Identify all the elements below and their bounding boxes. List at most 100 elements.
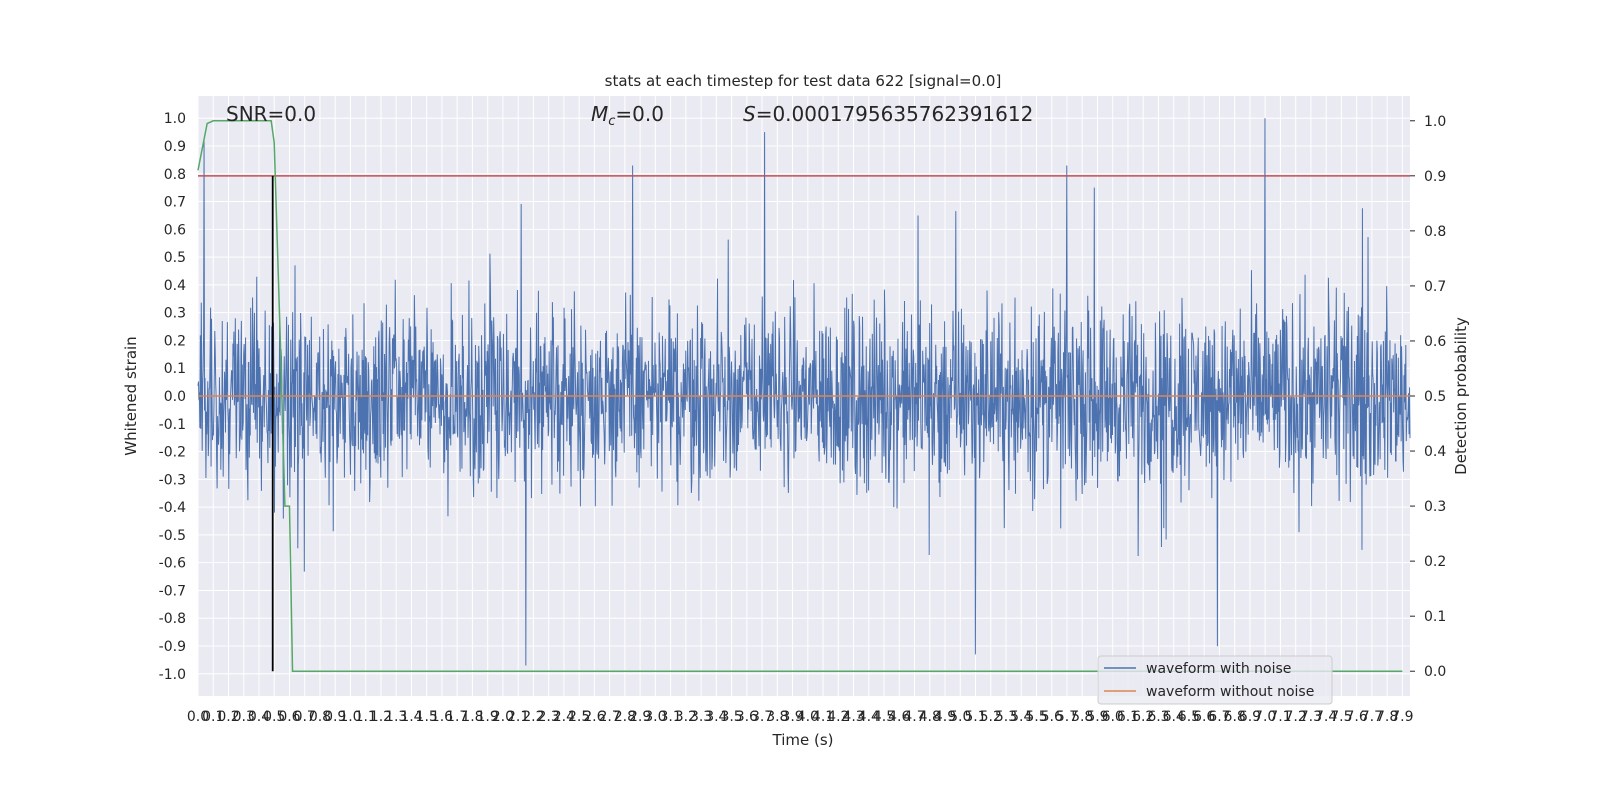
right-y-tick-label: 0.8 xyxy=(1424,224,1446,240)
left-y-tick-label: -0.3 xyxy=(159,472,186,488)
left-y-tick-label: -1.0 xyxy=(159,667,186,683)
left-y-tick-label: -0.7 xyxy=(159,583,186,599)
x-tick-label: 0.3 xyxy=(233,709,255,725)
x-tick-label: 5.3 xyxy=(995,709,1017,725)
x-tick-label: 7.1 xyxy=(1269,709,1291,725)
x-axis-ticks: 0.00.10.20.30.40.50.60.70.80.91.01.11.21… xyxy=(187,709,1414,725)
x-tick-label: 2.5 xyxy=(568,709,590,725)
x-tick-label: 0.1 xyxy=(202,709,224,725)
legend-label-noise: waveform with noise xyxy=(1146,661,1291,677)
x-tick-label: 0.0 xyxy=(187,709,209,725)
x-tick-label: 2.3 xyxy=(538,709,560,725)
right-y-tick-label: 0.7 xyxy=(1424,279,1446,295)
x-tick-label: 5.9 xyxy=(1086,709,1108,725)
x-tick-label: 7.9 xyxy=(1391,709,1413,725)
left-y-tick-label: 0.9 xyxy=(164,139,186,155)
x-tick-label: 7.6 xyxy=(1346,709,1368,725)
x-tick-label: 1.5 xyxy=(416,709,438,725)
legend: waveform with noise waveform without noi… xyxy=(1097,655,1333,705)
x-tick-label: 5.0 xyxy=(949,709,971,725)
x-tick-label: 4.4 xyxy=(858,709,880,725)
x-tick-label: 2.2 xyxy=(522,709,544,725)
x-tick-label: 4.0 xyxy=(797,709,819,725)
right-y-tick-label: 1.0 xyxy=(1424,114,1446,130)
x-tick-label: 7.4 xyxy=(1315,709,1337,725)
s-annotation: S=0.0001795635762391612 xyxy=(743,102,1033,126)
x-tick-label: 4.2 xyxy=(827,709,849,725)
x-tick-label: 6.9 xyxy=(1239,709,1261,725)
x-tick-label: 6.0 xyxy=(1102,709,1124,725)
right-y-axis-label: Detection probability xyxy=(1452,317,1470,475)
left-y-tick-label: 0.4 xyxy=(164,278,186,294)
x-tick-label: 4.6 xyxy=(888,709,910,725)
chirp-mass-symbol: M xyxy=(591,102,608,126)
series-waveform-with-noise xyxy=(197,118,1411,666)
left-y-tick-label: -0.6 xyxy=(159,556,186,572)
right-y-axis-ticks: 0.0 0.1 0.2 0.3 0.4 0.5 0.6 0.7 0.8 0.9 1.0 xyxy=(1410,114,1446,680)
right-y-tick-label: 0.5 xyxy=(1424,389,1446,405)
x-tick-label: 4.3 xyxy=(842,709,864,725)
left-y-tick-label: -0.5 xyxy=(159,528,186,544)
x-tick-label: 1.3 xyxy=(385,709,407,725)
x-tick-label: 4.9 xyxy=(934,709,956,725)
legend-box xyxy=(1097,655,1333,705)
x-tick-label: 1.7 xyxy=(446,709,468,725)
x-tick-label: 0.6 xyxy=(278,709,300,725)
x-tick-label: 0.8 xyxy=(309,709,331,725)
x-tick-label: 5.6 xyxy=(1041,709,1063,725)
snr-annotation: SNR=0.0 xyxy=(226,102,316,126)
x-tick-label: 6.2 xyxy=(1132,709,1154,725)
left-y-tick-label: 0.2 xyxy=(164,333,186,349)
x-tick-label: 5.5 xyxy=(1025,709,1047,725)
x-tick-label: 6.3 xyxy=(1147,709,1169,725)
x-tick-label: 1.2 xyxy=(370,709,392,725)
x-tick-label: 3.0 xyxy=(644,709,666,725)
x-tick-label: 3.1 xyxy=(659,709,681,725)
x-tick-label: 3.2 xyxy=(675,709,697,725)
x-tick-label: 5.7 xyxy=(1056,709,1078,725)
x-tick-label: 7.5 xyxy=(1330,709,1352,725)
chirp-mass-annotation: Mc=0.0 xyxy=(591,102,664,129)
left-y-tick-label: 0.3 xyxy=(164,306,186,322)
right-y-tick-label: 0.6 xyxy=(1424,334,1446,350)
chirp-mass-subscript: c xyxy=(608,114,615,129)
x-tick-label: 5.2 xyxy=(980,709,1002,725)
right-y-tick-label: 0.2 xyxy=(1424,554,1446,570)
x-tick-label: 2.1 xyxy=(507,709,529,725)
x-tick-label: 2.4 xyxy=(553,709,575,725)
left-y-tick-label: -0.4 xyxy=(159,500,186,516)
x-tick-label: 1.4 xyxy=(400,709,422,725)
x-tick-label: 3.6 xyxy=(736,709,758,725)
left-y-tick-label: -0.8 xyxy=(159,611,186,627)
x-axis-label: Time (s) xyxy=(772,731,834,749)
x-tick-label: 3.7 xyxy=(751,709,773,725)
x-tick-label: 1.6 xyxy=(431,709,453,725)
left-y-tick-label: -0.2 xyxy=(159,445,186,461)
x-tick-label: 3.4 xyxy=(705,709,727,725)
x-tick-label: 4.7 xyxy=(903,709,925,725)
x-tick-label: 2.9 xyxy=(629,709,651,725)
x-tick-label: 6.7 xyxy=(1208,709,1230,725)
s-symbol: S xyxy=(743,102,756,126)
left-y-tick-label: 0.8 xyxy=(164,167,186,183)
x-tick-label: 5.8 xyxy=(1071,709,1093,725)
x-tick-label: 7.3 xyxy=(1300,709,1322,725)
x-tick-label: 1.1 xyxy=(355,709,377,725)
x-tick-label: 5.4 xyxy=(1010,709,1032,725)
left-y-axis-ticks: -1.0 -0.9 -0.8 -0.7 -0.6 -0.5 -0.4 -0.3 -0.2 -0.1… xyxy=(159,111,186,683)
left-y-tick-label: 1.0 xyxy=(164,111,186,127)
left-y-tick-label: 0.1 xyxy=(164,361,186,377)
chart-marks xyxy=(197,118,1411,672)
x-tick-label: 1.9 xyxy=(477,709,499,725)
x-tick-label: 3.3 xyxy=(690,709,712,725)
x-tick-label: 4.8 xyxy=(919,709,941,725)
x-tick-label: 6.4 xyxy=(1163,709,1185,725)
x-tick-label: 5.1 xyxy=(964,709,986,725)
legend-label-clean: waveform without noise xyxy=(1146,684,1314,700)
x-tick-label: 3.9 xyxy=(781,709,803,725)
x-tick-label: 6.5 xyxy=(1178,709,1200,725)
x-tick-label: 1.8 xyxy=(461,709,483,725)
x-tick-label: 0.2 xyxy=(217,709,239,725)
x-tick-label: 3.8 xyxy=(766,709,788,725)
